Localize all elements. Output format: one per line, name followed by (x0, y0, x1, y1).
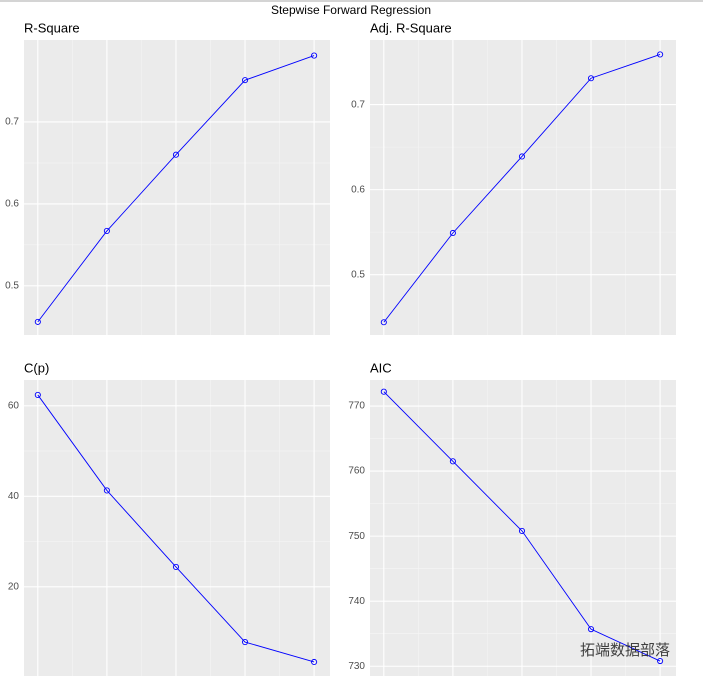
y-tick-label: 770 (348, 401, 365, 412)
y-tick-label: 750 (348, 531, 365, 542)
point (518, 153, 526, 160)
y-tick-label: 60 (8, 400, 20, 411)
point (311, 52, 318, 59)
point (380, 388, 387, 395)
series-line (383, 391, 661, 662)
point (657, 51, 664, 58)
y-tick-label: 0.7 (351, 99, 365, 110)
point (103, 487, 110, 494)
point (449, 229, 456, 237)
point (518, 527, 526, 534)
point (241, 77, 249, 84)
point (311, 658, 318, 666)
series-line (383, 54, 661, 323)
panel-title: R-Square (24, 20, 80, 35)
y-tick-label: 0.6 (5, 199, 19, 210)
y-tick-label: 740 (348, 596, 365, 607)
point (34, 318, 41, 325)
panel-title: C(p) (24, 360, 49, 375)
point (380, 319, 387, 326)
panel-title: AIC (370, 360, 392, 375)
point (103, 227, 110, 234)
y-tick-label: 0.5 (5, 280, 19, 291)
y-tick-label: 40 (8, 491, 20, 502)
y-tick-label: 760 (348, 466, 365, 477)
y-tick-label: 0.5 (351, 269, 365, 280)
point (587, 626, 595, 633)
watermark: 拓端数据部落 (580, 642, 670, 659)
point (587, 75, 595, 82)
panel-background (370, 40, 676, 335)
y-tick-label: 20 (8, 581, 20, 592)
panel-background (24, 40, 330, 335)
series-line (37, 394, 315, 663)
panel-background (24, 380, 330, 676)
y-tick-label: 0.7 (5, 117, 19, 128)
point (657, 657, 664, 665)
panel-title: Adj. R-Square (370, 20, 452, 35)
y-tick-label: 0.6 (351, 184, 365, 195)
point (449, 458, 456, 465)
point (241, 639, 249, 646)
figure-title: Stepwise Forward Regression (271, 3, 431, 17)
point (172, 563, 180, 570)
point (34, 391, 41, 398)
y-tick-label: 730 (348, 661, 365, 672)
point (172, 151, 180, 158)
series-line (37, 55, 315, 323)
